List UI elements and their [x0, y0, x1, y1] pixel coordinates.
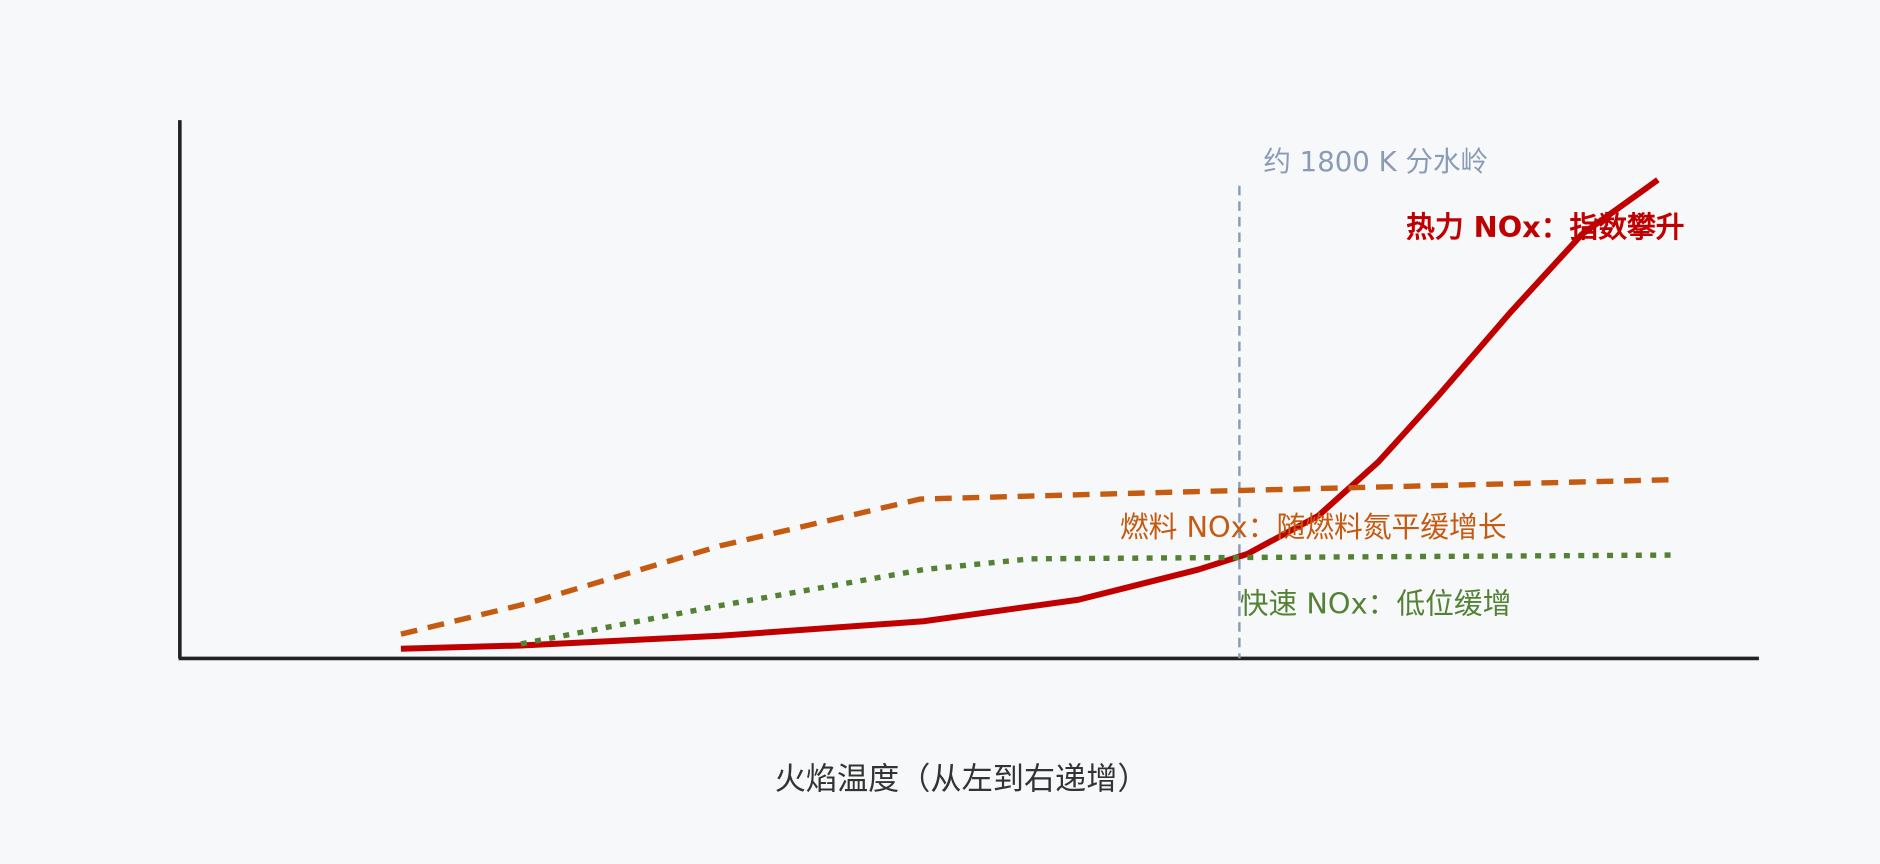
- series-label: 热力 NOx：指数攀升: [1406, 210, 1684, 244]
- series-line: [400, 177, 1660, 652]
- series-label: 燃料 NOx：随燃料氮平缓增长: [1120, 510, 1507, 544]
- series-line: [400, 476, 1673, 637]
- series-line: [520, 552, 1679, 647]
- x-axis-label: 火焰温度（从左到右递增）: [775, 762, 1149, 798]
- threshold-label: 约 1800 K 分水岭: [1263, 145, 1488, 178]
- series-label: 快速 NOx：低位缓增: [1240, 587, 1512, 621]
